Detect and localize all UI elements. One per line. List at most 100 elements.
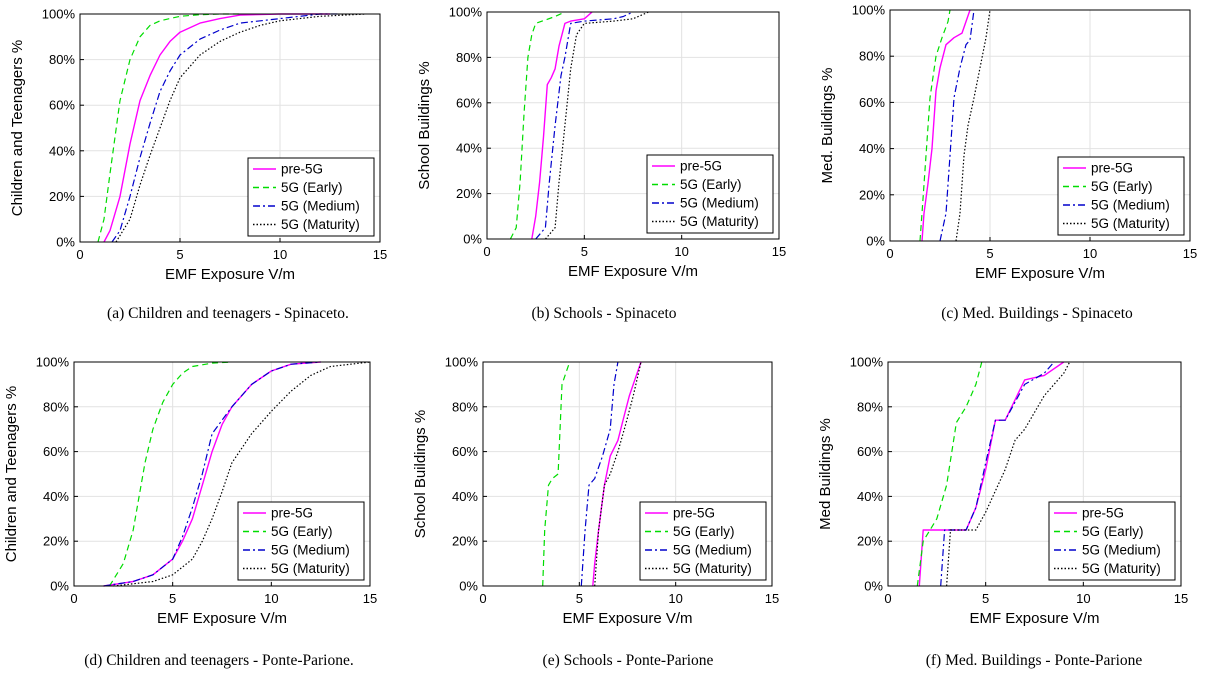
y-tick-label: 40%	[43, 489, 69, 504]
chart-panel-f: 0 5 10 15 0% 20% 40% 60% 80% 100% EMF Exposure V/m…	[817, 355, 1188, 670]
series-line-5g-early	[509, 11, 566, 240]
series-line-5g-early	[916, 361, 983, 587]
y-tick-label: 80%	[456, 50, 482, 65]
legend-label: 5G (Early)	[1091, 179, 1153, 194]
x-tick-label: 0	[884, 591, 891, 606]
plot-frame	[482, 361, 773, 587]
legend-label: 5G (Medium)	[1091, 198, 1170, 213]
x-axis-label: EMF Exposure V/m	[157, 610, 287, 627]
legend-label: 5G (Early)	[1082, 524, 1144, 539]
x-tick-label: 15	[765, 591, 779, 606]
legend: pre-5G 5G (Early) 5G (Medium) 5G (Maturity)	[639, 501, 767, 581]
y-tick-label: 20%	[857, 534, 883, 549]
x-axis-label: EMF Exposure V/m	[562, 610, 692, 627]
series-line-5g-early	[542, 361, 571, 587]
series-line-pre-5g	[103, 13, 330, 243]
plot-frame	[79, 13, 381, 243]
legend-box	[1048, 501, 1176, 581]
y-tick-label: 20%	[456, 186, 482, 201]
legend-label: pre-5G	[271, 506, 313, 521]
y-axis-label: School Buildings %	[412, 410, 429, 538]
x-tick-label: 15	[772, 244, 786, 259]
y-tick-label: 40%	[857, 489, 883, 504]
legend-label: pre-5G	[281, 162, 323, 177]
series-line-pre-5g	[918, 361, 1065, 587]
y-tick-label: 40%	[452, 489, 478, 504]
plot-frame	[486, 11, 780, 240]
series-line-5g-medium	[580, 361, 619, 587]
y-tick-label: 100%	[850, 355, 884, 370]
chart-panel-d: 0 5 10 15 0% 20% 40% 60% 80% 100% EMF Exposure V/m…	[3, 355, 377, 670]
x-tick-label: 0	[76, 247, 83, 262]
legend-label: 5G (Medium)	[1082, 543, 1161, 558]
y-tick-label: 60%	[857, 444, 883, 459]
plot-frame	[889, 9, 1191, 242]
y-tick-label: 20%	[452, 534, 478, 549]
y-tick-label: 0%	[463, 232, 482, 247]
x-tick-label: 10	[1083, 246, 1097, 261]
chart-panel-e: 0 5 10 15 0% 20% 40% 60% 80% 100% EMF Exposure V/m…	[412, 355, 779, 670]
x-tick-label: 0	[479, 591, 486, 606]
legend-label: 5G (Early)	[673, 524, 735, 539]
y-tick-label: 100%	[36, 355, 70, 370]
y-tick-label: 100%	[42, 7, 76, 22]
x-tick-label: 10	[674, 244, 688, 259]
series-line-pre-5g	[592, 361, 642, 587]
legend-label: 5G (Maturity)	[281, 217, 360, 232]
series-line-5g-medium	[111, 13, 340, 243]
x-tick-label: 10	[264, 591, 278, 606]
legend-label: 5G (Maturity)	[1082, 561, 1161, 576]
x-tick-label: 10	[273, 247, 287, 262]
legend-label: 5G (Maturity)	[673, 561, 752, 576]
y-tick-label: 40%	[859, 141, 885, 156]
subfigure-caption: (e) Schools - Ponte-Parione	[543, 652, 714, 669]
y-tick-label: 60%	[859, 95, 885, 110]
y-tick-label: 20%	[859, 187, 885, 202]
legend-label: 5G (Early)	[281, 180, 343, 195]
legend: pre-5G 5G (Early) 5G (Medium) 5G (Maturity)	[1057, 156, 1185, 236]
x-tick-label: 15	[1174, 591, 1188, 606]
subfigure-caption: (d) Children and teenagers - Ponte-Pario…	[84, 652, 353, 669]
legend-box	[1057, 156, 1185, 236]
series-line-5g-early	[108, 361, 232, 587]
legend-box	[247, 157, 375, 237]
legend-label: 5G (Early)	[680, 177, 742, 192]
series-line-5g-maturity	[955, 9, 991, 242]
legend-label: 5G (Medium)	[680, 196, 759, 211]
x-tick-label: 15	[373, 247, 387, 262]
series-line-5g-early	[919, 9, 951, 242]
y-tick-label: 80%	[857, 399, 883, 414]
y-axis-label: School Buildings %	[416, 61, 433, 189]
y-tick-label: 40%	[49, 143, 75, 158]
x-axis-label: EMF Exposure V/m	[975, 265, 1105, 282]
legend-label: pre-5G	[1082, 506, 1124, 521]
x-tick-label: 0	[886, 246, 893, 261]
legend-label: 5G (Early)	[271, 524, 333, 539]
x-tick-label: 5	[982, 591, 989, 606]
plot-frame	[887, 361, 1182, 587]
legend: pre-5G 5G (Early) 5G (Medium) 5G (Maturity)	[1048, 501, 1176, 581]
y-tick-label: 0%	[459, 579, 478, 594]
y-axis-label: Children and Teenagers %	[9, 40, 26, 217]
subfigure-caption: (a) Children and teenagers - Spinaceto.	[107, 305, 349, 322]
y-tick-label: 60%	[43, 444, 69, 459]
legend-label: 5G (Medium)	[281, 199, 360, 214]
plot-frame	[73, 361, 371, 587]
x-tick-label: 0	[70, 591, 77, 606]
x-tick-label: 5	[986, 246, 993, 261]
y-tick-label: 40%	[456, 141, 482, 156]
subfigure-caption: (b) Schools - Spinaceto	[531, 305, 676, 322]
y-tick-label: 20%	[43, 534, 69, 549]
legend-label: pre-5G	[680, 159, 722, 174]
series-line-pre-5g	[921, 9, 971, 242]
legend-label: 5G (Maturity)	[271, 561, 350, 576]
y-tick-label: 60%	[49, 98, 75, 113]
legend-box	[639, 501, 767, 581]
x-tick-label: 5	[169, 591, 176, 606]
series-line-5g-maturity	[594, 361, 642, 587]
legend-label: 5G (Medium)	[673, 543, 752, 558]
chart-panel-c: 0 5 10 15 0% 20% 40% 60% 80% 100% EMF Exposure V/m…	[819, 3, 1197, 323]
legend: pre-5G 5G (Early) 5G (Medium) 5G (Maturity)	[237, 501, 365, 581]
x-axis-label: EMF Exposure V/m	[969, 610, 1099, 627]
